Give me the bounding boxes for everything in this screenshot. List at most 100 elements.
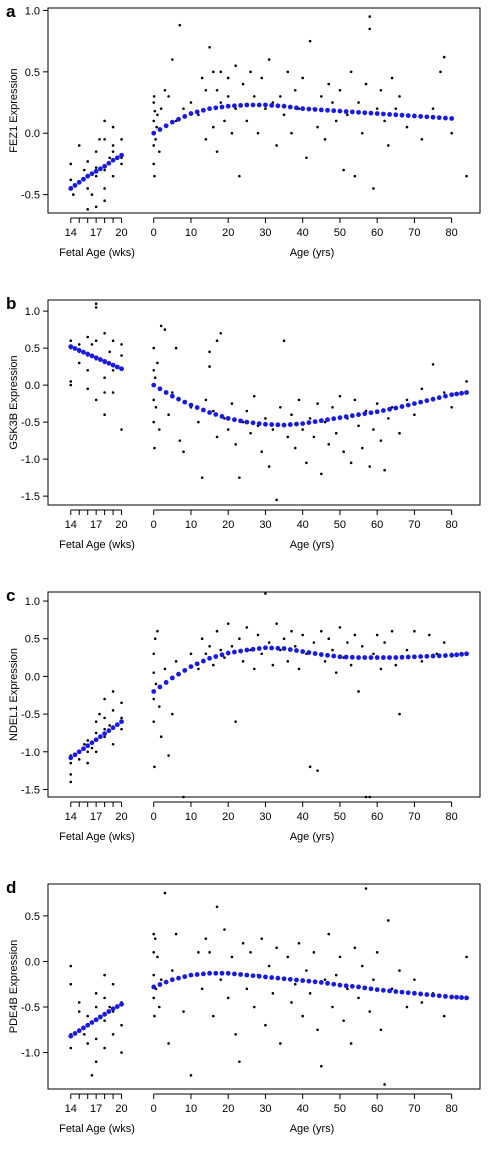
plot-frame xyxy=(47,883,481,1090)
data-point xyxy=(204,937,208,940)
panel-a: a FEZ1 Expression -0.5 0.0 0.5 1.0 14 17 20 Fetal… xyxy=(6,2,481,259)
data-point xyxy=(372,428,375,431)
data-point xyxy=(103,697,106,701)
data-point xyxy=(94,750,98,754)
fit-point xyxy=(250,420,256,426)
y-tick-label: 1.0 xyxy=(25,306,40,318)
data-point xyxy=(387,919,390,922)
data-point xyxy=(103,376,106,380)
y-axis-label: FEZ1 Expression xyxy=(8,68,20,152)
fit-point xyxy=(68,344,74,350)
data-point xyxy=(94,1005,98,1009)
data-point xyxy=(230,644,234,648)
data-point xyxy=(428,633,431,637)
data-point xyxy=(431,107,435,110)
x-tick-label: 50 xyxy=(334,811,346,823)
x-tick-label: 0 xyxy=(151,811,157,823)
data-point xyxy=(264,417,267,420)
data-point xyxy=(275,622,278,625)
data-point xyxy=(94,1037,98,1041)
data-point xyxy=(111,174,115,178)
data-point xyxy=(103,716,106,720)
fit-point xyxy=(97,1014,103,1020)
fit-point xyxy=(349,109,355,115)
data-point xyxy=(94,398,98,402)
data-point xyxy=(90,193,94,196)
fit-point xyxy=(157,386,163,392)
data-point xyxy=(69,383,73,387)
data-point xyxy=(320,1064,323,1068)
fit-point xyxy=(72,752,78,758)
fit-point xyxy=(157,982,163,987)
data-point xyxy=(215,905,219,909)
fit-point xyxy=(68,186,74,191)
fit-point xyxy=(387,988,392,994)
data-point xyxy=(120,428,123,431)
panel-c: c NDEL1 Expression -1.5 -1.0 -0.5 0.0 0.5 1.0 14… xyxy=(6,586,481,843)
fit-point xyxy=(269,645,275,651)
y-tick-label: 0.0 xyxy=(25,128,40,140)
fit-point xyxy=(454,652,460,658)
fit-point xyxy=(424,398,430,404)
data-point xyxy=(398,712,401,716)
data-point xyxy=(308,39,312,43)
data-point xyxy=(212,70,215,74)
fit-point xyxy=(250,102,256,108)
x-tick-label: 10 xyxy=(185,1103,197,1115)
x-tick-label: 14 xyxy=(65,1103,77,1115)
data-point xyxy=(69,780,73,784)
data-point xyxy=(405,648,409,652)
data-point xyxy=(103,332,106,335)
data-point xyxy=(212,663,215,667)
fit-point xyxy=(194,405,200,410)
fit-point xyxy=(119,366,124,372)
fit-point xyxy=(362,411,368,417)
data-point xyxy=(83,168,86,172)
data-point xyxy=(327,82,331,86)
fit-point xyxy=(225,103,231,109)
fit-point xyxy=(300,106,306,112)
fit-point xyxy=(294,421,299,427)
data-point xyxy=(238,174,241,178)
fit-point xyxy=(72,182,78,188)
fit-point xyxy=(380,987,386,993)
data-point xyxy=(316,402,319,405)
data-point xyxy=(275,946,278,950)
data-point xyxy=(86,739,89,742)
data-point xyxy=(223,928,226,931)
fit-point xyxy=(93,737,99,743)
fit-point xyxy=(387,111,392,117)
fit-point xyxy=(449,652,455,658)
data-point xyxy=(331,1005,334,1009)
x-tick-label: 80 xyxy=(446,811,458,823)
data-point xyxy=(245,119,249,123)
data-point xyxy=(405,398,409,402)
fit-point xyxy=(89,171,95,177)
x-axis-label: Age (yrs) xyxy=(290,1123,335,1135)
panel-label: b xyxy=(6,294,16,313)
data-point xyxy=(167,754,170,757)
data-point xyxy=(226,622,230,625)
data-point xyxy=(223,656,226,659)
data-point xyxy=(189,652,193,656)
data-point xyxy=(226,95,230,98)
data-point xyxy=(271,992,275,995)
x-tick-label: 30 xyxy=(259,519,271,531)
fit-point xyxy=(312,107,318,112)
data-point xyxy=(260,652,264,656)
fit-point xyxy=(300,978,306,983)
fit-point xyxy=(151,130,157,136)
fit-point xyxy=(200,971,206,977)
data-point xyxy=(219,332,223,335)
data-point xyxy=(357,996,360,1000)
data-point xyxy=(387,417,390,420)
x-tick-label: 0 xyxy=(151,519,157,531)
x-axis-label: Fetal Age (wks) xyxy=(59,1123,135,1135)
data-point xyxy=(305,156,308,160)
postnatal-fit-line xyxy=(151,645,469,694)
fit-point xyxy=(443,115,448,121)
data-point xyxy=(219,70,223,74)
data-point xyxy=(234,64,237,67)
data-point xyxy=(208,365,211,368)
data-point xyxy=(327,932,331,936)
